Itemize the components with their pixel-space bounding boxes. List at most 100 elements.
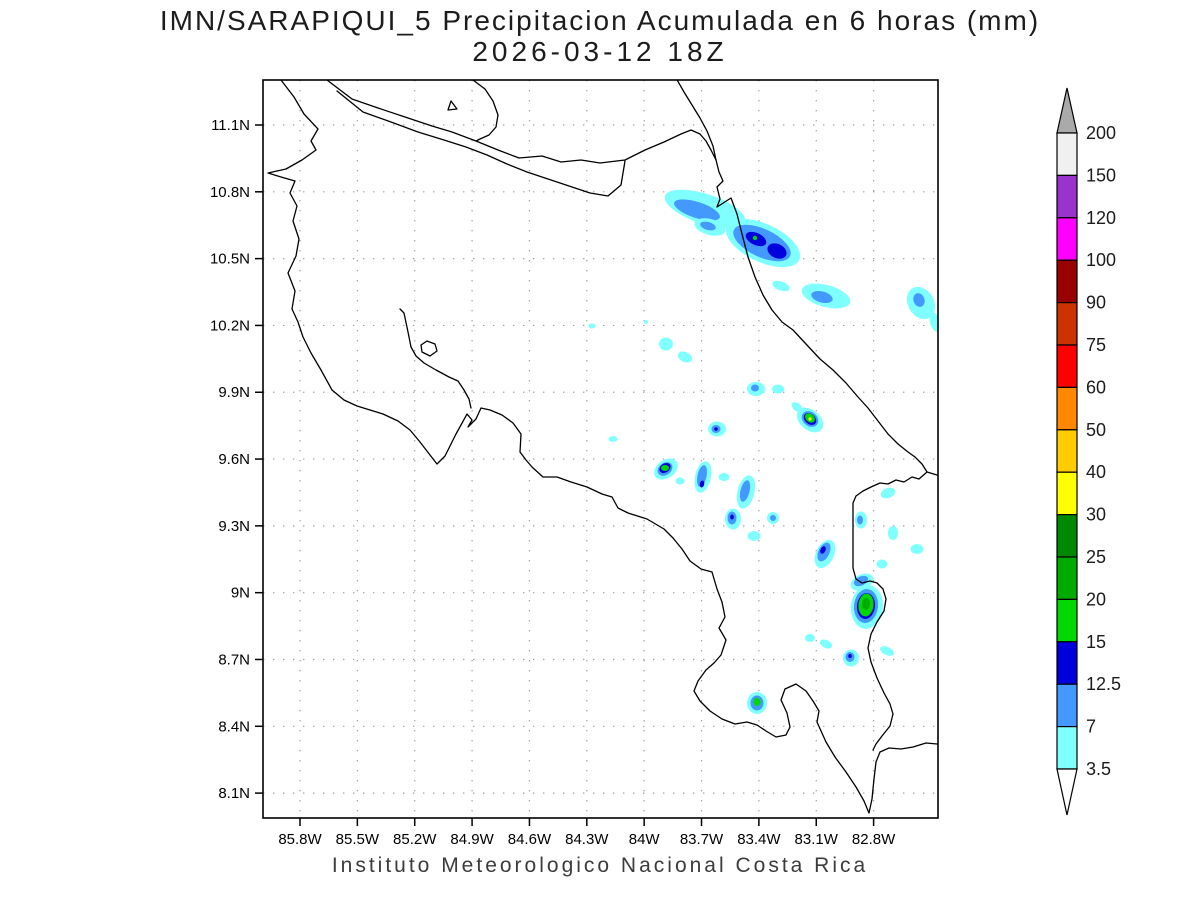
colorbar-label: 3.5	[1086, 759, 1111, 779]
precip-cell-3.5mm	[659, 337, 673, 351]
x-tick-label: 82.8W	[852, 831, 896, 848]
y-tick-label: 9N	[231, 585, 250, 602]
y-tick-label: 8.1N	[218, 785, 250, 802]
axes: 85.8W 85.5W 85.2W 84.9W 84.6W 84.3W 84W 83.7W 83…	[210, 117, 896, 848]
colorbar-box	[1056, 429, 1078, 473]
precip-cell-7mm	[674, 199, 720, 221]
precip-cell-3.5mm	[644, 320, 648, 324]
colorbar-box	[1056, 598, 1078, 643]
precip-cell-3.5mm	[772, 280, 790, 292]
precip-cell-3.5mm	[876, 559, 888, 569]
precip-cell-12.5mm	[848, 654, 852, 658]
precip-cell-7mm	[853, 575, 869, 587]
colorbar-legend: 200 150 120 100 90 75 60 50 40 30 25 20 15 12.5 7 3.5	[1056, 87, 1121, 816]
colorbar-label: 12.5	[1086, 674, 1121, 694]
colorbar-label: 40	[1086, 462, 1106, 482]
colorbar-box	[1056, 513, 1078, 558]
x-tick-label: 85.2W	[393, 831, 437, 848]
precip-cell-3.5mm	[805, 634, 815, 642]
y-tick-label: 8.4N	[218, 718, 250, 735]
x-tick-label: 84W	[629, 831, 661, 848]
precip-cell-3.5mm	[879, 646, 895, 656]
precip-cell-7mm	[697, 465, 707, 487]
colorbar-label: 75	[1086, 335, 1106, 355]
precip-cell-3.5mm	[880, 487, 896, 499]
precip-cell-7mm	[857, 515, 863, 525]
y-tick-label: 10.5N	[210, 251, 250, 268]
base-map	[267, 80, 938, 814]
colorbar-label: 90	[1086, 293, 1106, 313]
colorbar-over-arrow	[1056, 87, 1078, 134]
colorbar-box	[1056, 683, 1078, 728]
colorbar-label: 120	[1086, 208, 1116, 228]
precip-cell-3.5mm	[677, 351, 693, 363]
precip-cell-12.5mm	[714, 427, 718, 431]
precip-cell-30mm	[808, 417, 812, 421]
precip-cell-7mm	[913, 293, 925, 307]
precip-cell-7mm	[739, 480, 751, 502]
colorbar-box	[1056, 344, 1078, 389]
precip-cell-15mm	[752, 235, 758, 241]
y-tick-label: 9.9N	[218, 384, 250, 401]
colorbar-box	[1056, 471, 1078, 516]
colorbar-box	[1056, 259, 1078, 304]
map-title: IMN/SARAPIQUI_5 Precipitacion Acumulada …	[159, 5, 1041, 36]
colorbar-label: 30	[1086, 505, 1106, 525]
colorbar-label: 50	[1086, 420, 1106, 440]
precip-cell-12.5mm	[730, 514, 734, 520]
colorbar-label: 20	[1086, 589, 1106, 609]
precip-cell-12.5mm	[820, 546, 826, 554]
precip-cell-3.5mm	[675, 477, 685, 485]
colorbar-under-arrow	[1056, 768, 1078, 816]
colorbar-label: 200	[1086, 123, 1116, 143]
precip-cell-3.5mm	[588, 323, 596, 329]
y-tick-label: 10.2N	[210, 317, 250, 334]
y-tick-label: 11.1N	[211, 117, 250, 134]
x-tick-label: 84.3W	[565, 831, 609, 848]
precip-cell-15mm	[661, 465, 669, 471]
precip-cell-3.5mm	[772, 384, 784, 394]
y-tick-label: 9.3N	[218, 518, 250, 535]
colorbar-box	[1056, 386, 1078, 431]
colorbar-label: 150	[1086, 165, 1116, 185]
lat-lon-grid	[263, 80, 938, 818]
coastline-pacific	[267, 80, 938, 814]
precip-cell-3.5mm	[910, 544, 924, 554]
colorbar-label: 7	[1086, 717, 1096, 737]
precip-cell-3.5mm	[718, 473, 730, 481]
x-tick-label: 84.6W	[508, 831, 552, 848]
colorbar-box	[1056, 302, 1078, 346]
x-tick-label: 84.9W	[450, 831, 494, 848]
precip-cell-3.5mm	[888, 526, 898, 540]
x-tick-label: 83.4W	[737, 831, 781, 848]
map-valid-time: 2026-03-12 18Z	[472, 36, 728, 67]
precip-cell-15mm	[753, 698, 761, 706]
colorbar-label: 60	[1086, 377, 1106, 397]
precip-cell-7mm	[751, 384, 759, 392]
plot-frame	[262, 79, 939, 819]
colorbar-box	[1056, 556, 1078, 601]
colorbar-box	[1056, 641, 1078, 685]
precip-cell-3.5mm	[608, 436, 618, 442]
colorbar-box	[1056, 217, 1078, 261]
precip-cell-7mm	[770, 515, 776, 521]
x-tick-label: 85.5W	[336, 831, 380, 848]
y-tick-label: 8.7N	[218, 651, 250, 668]
footer-institution: Instituto Meteorologico Nacional Costa R…	[331, 854, 869, 877]
precipitation-field	[588, 189, 938, 714]
precip-cell-12.5mm	[699, 480, 705, 488]
y-tick-label: 10.8N	[210, 184, 250, 201]
coastline-caribbean-panama-border	[715, 159, 938, 751]
x-tick-label: 83.7W	[680, 831, 724, 848]
x-tick-label: 83.1W	[795, 831, 839, 848]
colorbar-box	[1056, 725, 1078, 770]
precip-cell-3.5mm	[819, 639, 833, 649]
x-tick-label: 85.8W	[278, 831, 322, 848]
precip-cell-12.5mm	[767, 243, 787, 259]
precip-cell-7mm	[700, 221, 716, 231]
precip-cell-3.5mm	[747, 531, 761, 541]
colorbar-box	[1056, 132, 1078, 177]
border-nicaragua	[326, 80, 717, 197]
